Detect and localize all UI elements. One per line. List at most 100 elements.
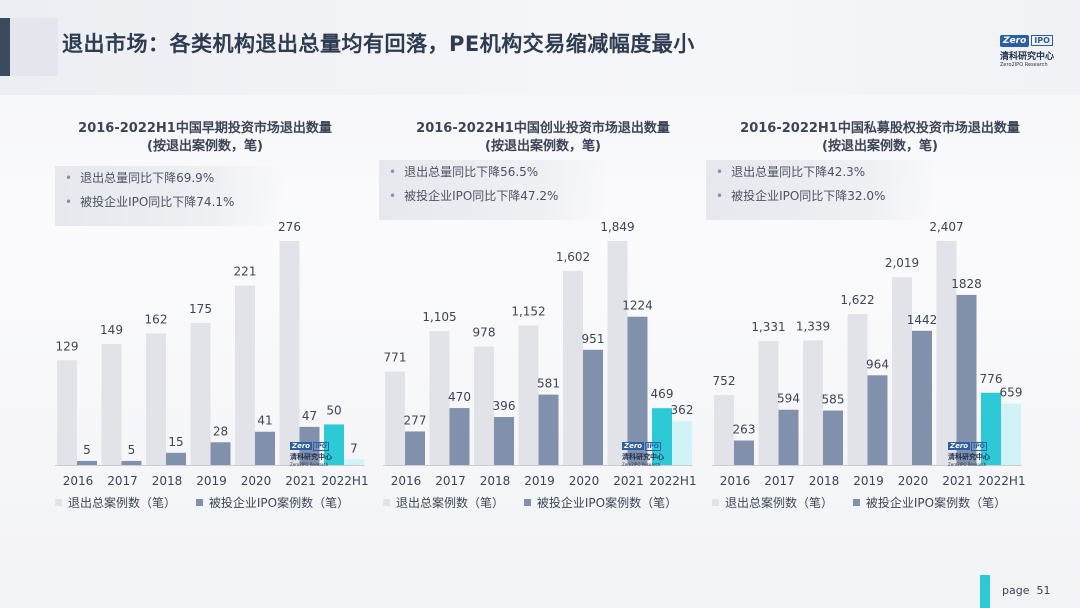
x-tick-2021: 2021 (613, 474, 644, 488)
value-label-ipo-2018: 396 (493, 399, 516, 413)
page-number: page 51 (1002, 584, 1051, 597)
chart-1-note-2: • 被投企业IPO同比下降74.1% (65, 195, 235, 209)
bar-ipo-2021 (627, 316, 648, 465)
logo-en: Zero2IPO Research (1000, 62, 1048, 68)
value-label-ipo-2019: 28 (213, 424, 228, 438)
value-label-total-2017: 1,105 (422, 310, 456, 324)
value-label-ipo-2022H1: 362 (671, 403, 694, 417)
chart-2-note-1: • 退出总量同比下降56.5% (389, 165, 539, 179)
value-label-total-2020: 221 (234, 265, 257, 279)
legend-swatch-ipo (195, 499, 203, 506)
legend-swatch-total (712, 499, 719, 506)
value-label-ipo-2020: 41 (257, 414, 272, 428)
bar-ipo-2022H1 (672, 421, 692, 465)
chart-2-title: 2016-2022H1中国创业投资市场退出数量 (416, 121, 670, 136)
legend-label-total: 退出总案例数（笔） (68, 496, 177, 510)
bar-total-2021 (936, 241, 957, 465)
chart-3-note-2: • 被投企业IPO同比下降32.0% (716, 189, 886, 203)
bar-total-2021 (607, 241, 628, 465)
legend-swatch-ipo (523, 499, 531, 506)
bar-ipo-2019 (867, 375, 888, 465)
bar-total-2018 (146, 333, 166, 465)
legend-swatch-total (55, 499, 62, 506)
chart-1-legend: 退出总案例数（笔） 被投企业IPO案例数（笔） (55, 494, 365, 511)
bar-total-2020 (235, 285, 255, 465)
x-tick-2021: 2021 (285, 474, 316, 488)
x-tick-2020: 2020 (569, 474, 600, 488)
page-title: 退出市场：各类机构退出总量均有回落，PE机构交易缩减幅度最小 (62, 32, 695, 56)
chart-1-note-1: • 退出总量同比下降69.9% (65, 171, 215, 185)
bar-ipo-2017 (778, 409, 799, 465)
x-tick-2019: 2019 (196, 474, 227, 488)
x-tick-2017: 2017 (435, 474, 466, 488)
value-label-total-2018: 162 (145, 313, 168, 327)
value-label-total-2021: 276 (278, 220, 301, 234)
bar-ipo-2018 (823, 410, 843, 465)
logo-mark-right: IPO (1031, 35, 1053, 46)
x-tick-2019: 2019 (524, 474, 555, 488)
x-tick-2021: 2021 (942, 474, 973, 488)
value-label-total-2022H1: 776 (980, 372, 1003, 386)
bar-total-2019 (190, 322, 211, 465)
bar-ipo-2017 (121, 460, 142, 465)
bar-ipo-2022H1 (344, 459, 364, 465)
value-label-total-2018: 978 (473, 326, 496, 340)
bar-ipo-2018 (166, 452, 186, 465)
bar-ipo-2020 (583, 349, 603, 465)
legend-swatch-total (383, 499, 390, 506)
bar-total-2018 (474, 346, 494, 465)
bar-total-2017 (429, 331, 450, 465)
value-label-ipo-2016: 263 (733, 423, 756, 437)
value-label-ipo-2017: 470 (448, 390, 471, 404)
chart-2-title-block: 2016-2022H1中国创业投资市场退出数量 (按退出案例数，笔) (378, 120, 708, 156)
bar-total-2020 (892, 277, 912, 465)
bar-total-2021 (279, 241, 300, 465)
chart-2-subtitle: (按退出案例数，笔) (485, 139, 601, 154)
x-tick-2016: 2016 (720, 474, 751, 488)
value-label-total-2021: 1,849 (600, 220, 634, 234)
chart-3-legend: 退出总案例数（笔） 被投企业IPO案例数（笔） (712, 494, 1022, 511)
chart-1-watermark-logo: Zero IPO 清科研究中心 Zero2IPO Research (290, 442, 332, 467)
page-number-block: page 51 (980, 575, 1080, 608)
bar-total-2016 (57, 360, 77, 465)
bar-total-2019 (518, 325, 539, 465)
bar-total-2016 (385, 371, 405, 465)
value-label-total-2022H1: 469 (651, 387, 674, 401)
value-label-ipo-2021: 1828 (951, 277, 982, 291)
x-tick-2018: 2018 (480, 474, 511, 488)
value-label-total-2018: 1,339 (796, 319, 830, 333)
chart-1-title: 2016-2022H1中国早期投资市场退出数量 (78, 121, 332, 136)
bar-ipo-2018 (494, 417, 514, 465)
bar-ipo-2022H1 (1001, 403, 1021, 465)
value-label-total-2021: 2,407 (929, 220, 963, 234)
chart-2-watermark-logo: Zero IPO 清科研究中心 Zero2IPO Research (622, 442, 664, 467)
value-label-ipo-2021: 1224 (622, 299, 653, 313)
x-tick-2019: 2019 (853, 474, 884, 488)
chart-3-subtitle: (按退出案例数，笔) (822, 139, 938, 154)
x-tick-2017: 2017 (107, 474, 138, 488)
value-label-total-2019: 175 (189, 302, 212, 316)
page-number-accent (980, 575, 990, 608)
logo-mark-left: Zero (1000, 35, 1030, 47)
x-tick-2016: 2016 (63, 474, 94, 488)
value-label-ipo-2019: 581 (537, 377, 560, 391)
value-label-total-2019: 1,622 (840, 293, 874, 307)
bar-ipo-2017 (449, 408, 470, 465)
value-label-total-2017: 1,331 (751, 320, 785, 334)
chart-3-note-1: • 退出总量同比下降42.3% (716, 165, 866, 179)
value-label-ipo-2021: 47 (302, 409, 317, 423)
value-label-total-2019: 1,152 (511, 304, 545, 318)
legend-label-ipo: 被投企业IPO案例数（笔） (865, 496, 1007, 510)
bar-total-2019 (847, 314, 868, 465)
value-label-total-2016: 771 (384, 351, 407, 365)
header-band (0, 0, 1080, 95)
chart-1-notes: • 退出总量同比下降69.9% • 被投企业IPO同比下降74.1% (55, 166, 285, 226)
value-label-total-2016: 752 (713, 374, 736, 388)
bar-ipo-2019 (210, 442, 231, 465)
bar-total-2018 (803, 340, 823, 465)
chart-3-watermark-logo: Zero IPO 清科研究中心 Zero2IPO Research (948, 442, 990, 467)
chart-1-subtitle: (按退出案例数，笔) (147, 139, 263, 154)
value-label-ipo-2020: 951 (582, 332, 605, 346)
x-tick-2018: 2018 (809, 474, 840, 488)
x-tick-2022H1: 2022H1 (321, 474, 368, 488)
